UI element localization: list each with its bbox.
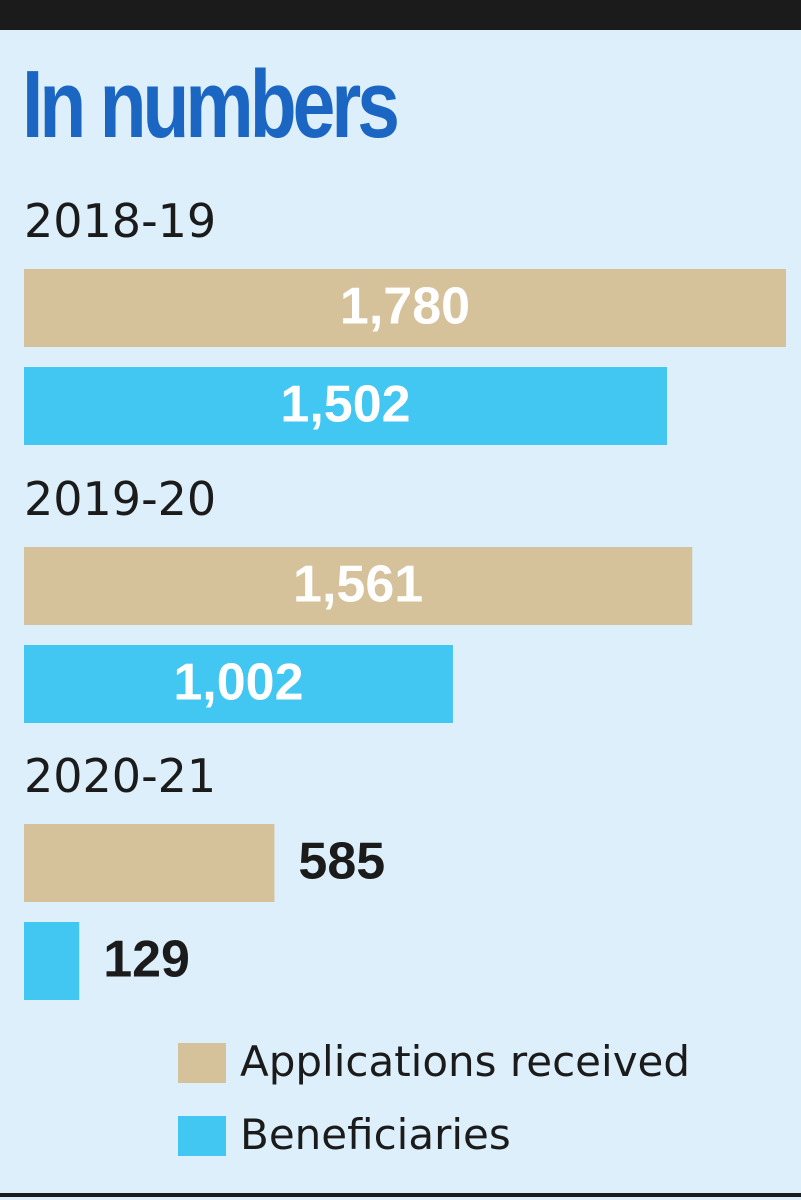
bottom-rule	[0, 1193, 801, 1197]
bar-beneficiaries-2020-21	[24, 922, 80, 1000]
bar-applications-received-2018-19	[24, 269, 786, 347]
data-label-beneficiaries-2020-21: 129	[103, 931, 190, 989]
data-label-beneficiaries-2018-19: 1,502	[280, 376, 410, 434]
bar-applications-received-2020-21	[24, 824, 275, 902]
legend-label-applications: Applications received	[240, 1037, 691, 1086]
bar-applications-received-2019-20	[24, 547, 693, 625]
data-label-applications-received-2019-20: 1,561	[293, 556, 423, 614]
top-rule	[0, 0, 801, 30]
category-label-2018-19: 2018-19	[24, 194, 216, 248]
bar-beneficiaries-2019-20	[24, 645, 453, 723]
category-label-2019-20: 2019-20	[24, 472, 216, 526]
bar-beneficiaries-2018-19	[24, 367, 667, 445]
legend-swatch-applications	[178, 1043, 226, 1083]
chart-title: In numbers	[22, 51, 400, 158]
data-label-beneficiaries-2019-20: 1,002	[173, 654, 303, 712]
category-label-2020-21: 2020-21	[24, 749, 216, 803]
data-label-applications-received-2020-21: 585	[298, 833, 385, 891]
legend-label-beneficiaries: Beneficiaries	[240, 1110, 511, 1159]
legend-swatch-beneficiaries	[178, 1116, 226, 1156]
data-label-applications-received-2018-19: 1,780	[340, 278, 470, 336]
